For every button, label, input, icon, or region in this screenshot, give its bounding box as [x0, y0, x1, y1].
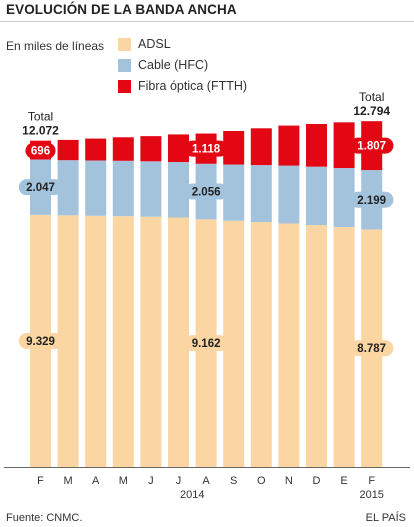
legend-swatch-cable	[118, 58, 131, 72]
data-label-pill-fiber-6	[184, 140, 228, 157]
bar-cable-10	[306, 166, 327, 226]
bar-cable-1	[57, 160, 79, 216]
data-label-pill-cable-6	[184, 183, 228, 200]
bar-fiber-1	[57, 139, 79, 161]
data-label-fiber-6: 1.118	[192, 144, 221, 156]
bar-cable-9	[278, 165, 300, 224]
bar-fiber-11	[333, 122, 355, 169]
data-label-pill-fiber-12	[349, 137, 394, 154]
data-label-pill-fiber-0	[25, 142, 56, 159]
data-label-cable-12: 2.199	[357, 195, 386, 207]
chart-title: EVOLUCIÓN DE LA BANDA ANCHA	[6, 2, 237, 17]
data-label-pill-adsl-12	[349, 340, 394, 357]
legend-item-adsl: ADSL	[118, 35, 247, 53]
bar-adsl-7	[223, 220, 245, 467]
bar-cable-2	[85, 160, 107, 216]
legend-label-cable: Cable (HFC)	[138, 58, 209, 72]
total-value-12: 12.794	[353, 104, 390, 118]
total-label-0: Total	[28, 110, 53, 124]
legend-label-fiber: Fibra óptica (FTTH)	[138, 79, 248, 93]
bar-fiber-7	[223, 131, 245, 165]
x-tick-label-9: N	[285, 475, 293, 487]
bar-cable-7	[223, 164, 245, 221]
brand-logo: EL PAÍS	[365, 512, 406, 524]
legend-swatch-adsl	[118, 37, 131, 51]
year-label-2015: 2015	[359, 489, 383, 501]
bar-fiber-4	[140, 136, 162, 162]
bar-fiber-9	[278, 125, 300, 166]
data-label-pill-cable-0	[18, 179, 63, 196]
bar-adsl-10	[306, 225, 327, 467]
bar-adsl-2	[85, 215, 107, 467]
x-tick-label-6: A	[202, 475, 210, 487]
x-tick-label-8: O	[257, 475, 266, 487]
bar-cable-5	[168, 162, 189, 218]
data-label-adsl-12: 8.787	[357, 343, 386, 355]
x-tick-label-10: D	[313, 475, 321, 487]
bar-fiber-5	[168, 134, 189, 162]
title-divider	[0, 21, 414, 22]
year-label-2014: 2014	[180, 489, 204, 501]
data-label-cable-6: 2.056	[192, 187, 221, 199]
data-label-fiber-0: 696	[31, 146, 50, 158]
bar-adsl-5	[168, 217, 189, 467]
legend-label-adsl: ADSL	[138, 37, 171, 51]
bar-adsl-11	[333, 226, 355, 467]
bar-cable-3	[112, 160, 134, 217]
bar-fiber-8	[250, 128, 272, 166]
x-tick-label-12: F	[368, 475, 375, 487]
bar-fiber-2	[85, 138, 107, 161]
x-tick-label-11: E	[340, 475, 347, 487]
data-label-adsl-6: 9.162	[192, 338, 221, 350]
source-note: Fuente: CNMC.	[6, 512, 83, 524]
data-label-pill-cable-12	[349, 191, 394, 208]
bar-adsl-3	[112, 216, 134, 467]
bar-adsl-9	[278, 223, 300, 467]
bar-fiber-3	[112, 137, 134, 161]
data-label-fiber-12: 1.807	[357, 141, 386, 153]
x-tick-label-4: J	[148, 475, 154, 487]
legend-item-fiber: Fibra óptica (FTTH)	[118, 77, 247, 95]
bar-adsl-1	[57, 215, 79, 467]
bar-cable-8	[250, 165, 272, 223]
data-label-pill-adsl-0	[18, 332, 63, 349]
x-tick-label-3: M	[119, 475, 128, 487]
x-tick-label-5: J	[176, 475, 182, 487]
bar-cable-11	[333, 168, 355, 227]
data-label-adsl-0: 9.329	[26, 336, 55, 348]
total-label-12: Total	[359, 90, 384, 104]
x-tick-label-0: F	[37, 475, 44, 487]
data-label-cable-0: 2.047	[26, 182, 55, 194]
x-tick-label-7: S	[230, 475, 237, 487]
legend: ADSL Cable (HFC) Fibra óptica (FTTH)	[118, 35, 247, 98]
bar-adsl-8	[250, 222, 272, 467]
bar-fiber-10	[306, 123, 327, 167]
units-subtitle: En miles de líneas	[6, 39, 105, 53]
legend-swatch-fiber	[118, 79, 131, 93]
legend-item-cable: Cable (HFC)	[118, 56, 247, 74]
x-tick-label-2: A	[92, 475, 100, 487]
bar-adsl-4	[140, 216, 162, 467]
data-label-pill-adsl-6	[184, 335, 228, 352]
x-tick-label-1: M	[64, 475, 73, 487]
bar-cable-4	[140, 161, 162, 217]
total-value-0: 12.072	[22, 124, 59, 138]
